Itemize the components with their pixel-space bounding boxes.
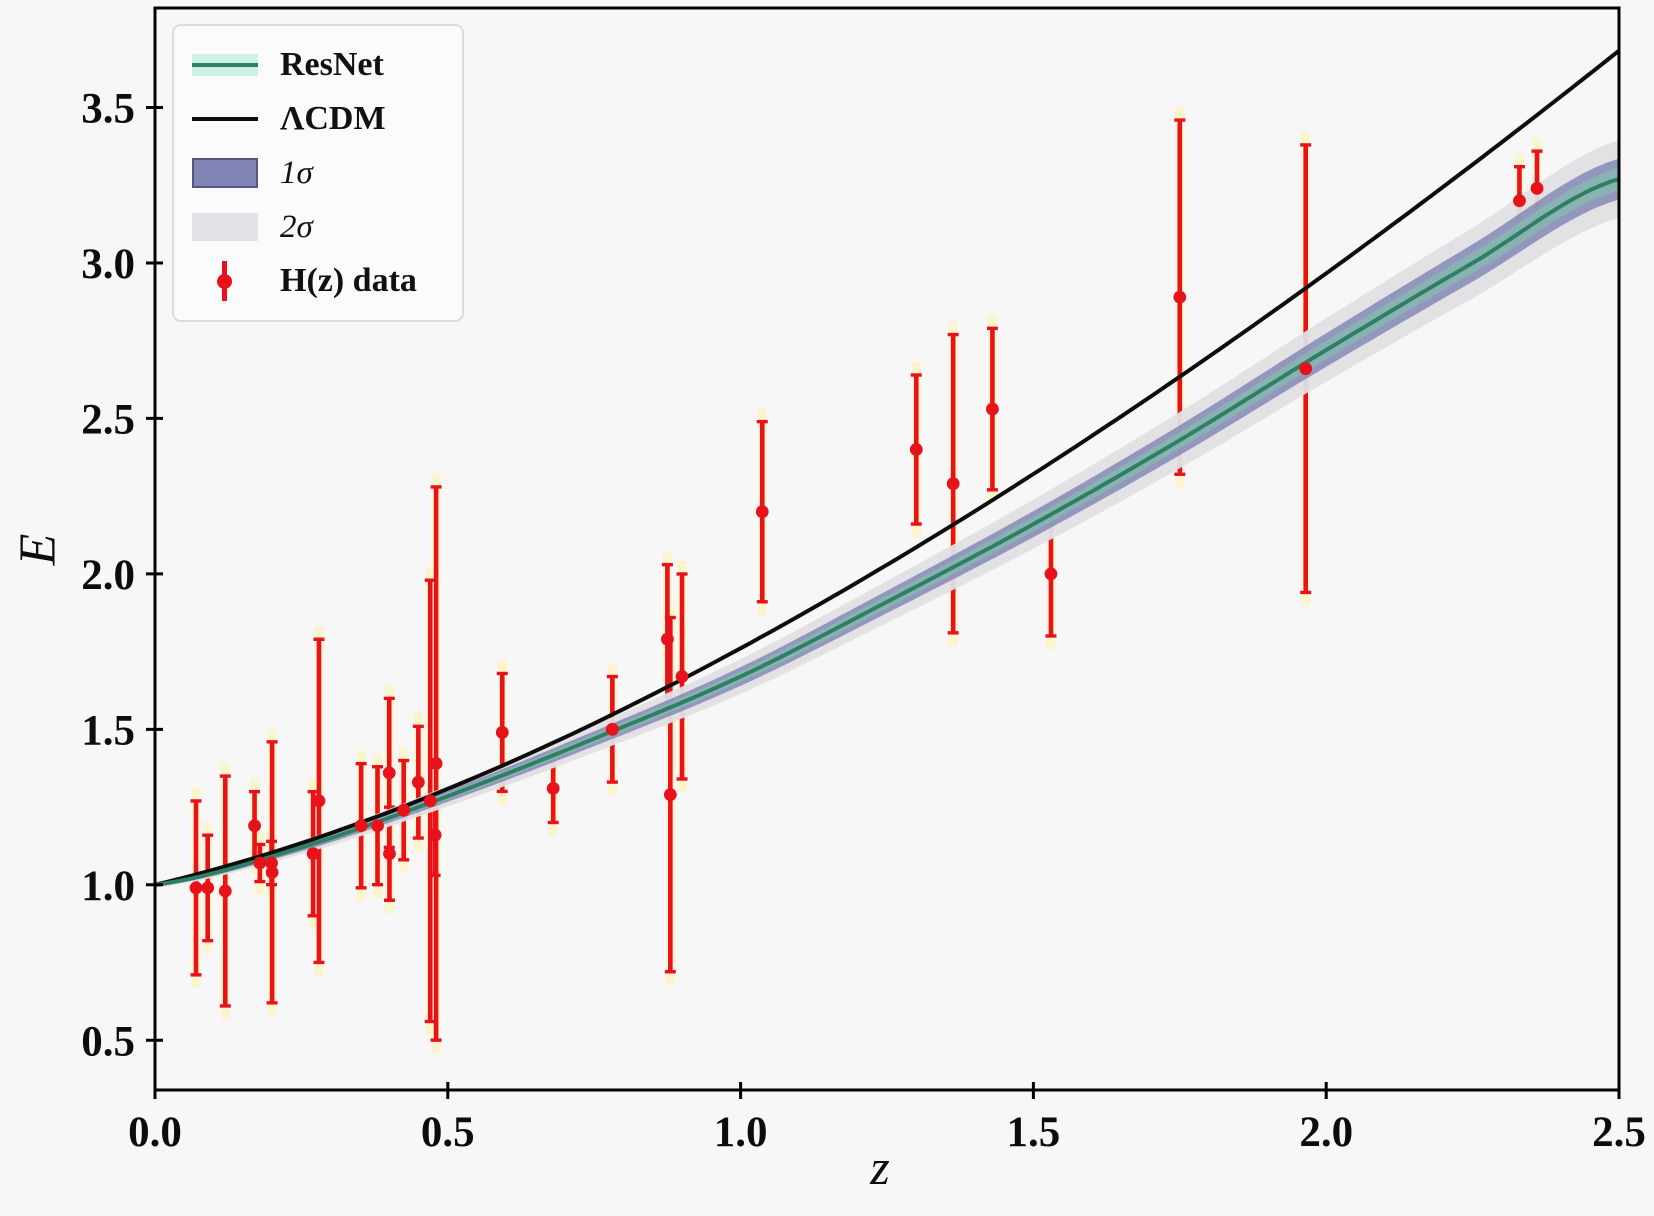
data-point bbox=[371, 819, 384, 833]
data-point bbox=[248, 819, 261, 833]
legend-item-sigma1: 1σ bbox=[192, 146, 462, 200]
data-point bbox=[675, 670, 689, 683]
data-point bbox=[946, 477, 960, 491]
legend-label-hz-data: H(z) data bbox=[280, 262, 417, 299]
data-point bbox=[1530, 181, 1544, 195]
data-point bbox=[546, 782, 560, 795]
data-point bbox=[986, 402, 999, 416]
data-point bbox=[661, 632, 674, 646]
axis-ticks bbox=[146, 105, 1621, 1099]
data-point bbox=[909, 443, 923, 456]
legend-item-lcdm: ΛCDM bbox=[192, 92, 462, 146]
resnet-line-swatch-icon bbox=[192, 45, 262, 85]
data-point bbox=[1299, 362, 1313, 376]
data-point bbox=[755, 505, 769, 519]
legend-label-resnet: ResNet bbox=[280, 46, 384, 83]
x-tick-labels: 0.0 0.5 1.0 1.5 2.0 2.5 bbox=[128, 1109, 1646, 1156]
legend-label-lcdm: ΛCDM bbox=[280, 100, 386, 137]
y-axis-label: E bbox=[9, 533, 67, 566]
y-tick-label: 1.5 bbox=[81, 707, 135, 754]
errorbar-marker-swatch-icon bbox=[192, 261, 262, 301]
legend-item-resnet: ResNet bbox=[192, 38, 462, 92]
legend-item-sigma2: 2σ bbox=[192, 200, 462, 254]
x-axis-label: z bbox=[870, 1139, 890, 1195]
data-point bbox=[265, 865, 279, 879]
legend: ResNet ΛCDM 1σ 2σ H(z) data bbox=[172, 24, 464, 322]
sigma1-band-swatch-icon bbox=[192, 153, 262, 193]
data-point-markers bbox=[189, 181, 1544, 898]
x-tick-label: 2.5 bbox=[1592, 1109, 1646, 1156]
data-point bbox=[495, 726, 509, 739]
data-point bbox=[382, 766, 396, 780]
data-point bbox=[429, 757, 443, 770]
data-point bbox=[354, 819, 368, 833]
legend-item-hz-data: H(z) data bbox=[192, 254, 462, 308]
sigma2-band-swatch-icon bbox=[192, 207, 262, 247]
y-tick-label: 1.0 bbox=[81, 863, 135, 910]
x-tick-label: 1.5 bbox=[1007, 1109, 1061, 1156]
data-point bbox=[265, 856, 278, 870]
y-tick-label: 3.0 bbox=[81, 241, 135, 288]
data-point bbox=[663, 788, 677, 802]
y-tick-label: 2.0 bbox=[81, 552, 135, 599]
data-point bbox=[411, 775, 425, 789]
data-point bbox=[201, 881, 215, 895]
x-tick-label: 1.0 bbox=[714, 1109, 768, 1156]
lcdm-line-swatch-icon bbox=[192, 99, 262, 139]
data-point bbox=[306, 847, 320, 861]
y-tick-label: 2.5 bbox=[81, 396, 135, 443]
y-tick-labels: 0.5 1.0 1.5 2.0 2.5 3.0 3.5 bbox=[81, 85, 135, 1065]
data-point bbox=[423, 794, 437, 808]
data-point bbox=[1044, 567, 1058, 581]
x-tick-label: 0.5 bbox=[421, 1109, 475, 1156]
data-point bbox=[397, 803, 411, 817]
y-tick-label: 3.5 bbox=[81, 85, 135, 132]
data-point bbox=[1173, 290, 1187, 304]
data-point bbox=[605, 722, 619, 736]
x-tick-label: 2.0 bbox=[1299, 1109, 1353, 1156]
data-point bbox=[218, 884, 232, 898]
x-tick-label: 0.0 bbox=[128, 1109, 182, 1156]
plot-border bbox=[153, 6, 1621, 1092]
data-point bbox=[1513, 194, 1526, 208]
legend-label-sigma1: 1σ bbox=[280, 154, 313, 191]
legend-label-sigma2: 2σ bbox=[280, 208, 313, 245]
data-point bbox=[383, 847, 396, 861]
data-point bbox=[312, 794, 326, 808]
data-point bbox=[189, 881, 203, 895]
data-point bbox=[428, 828, 442, 842]
data-point bbox=[253, 856, 267, 870]
y-tick-label: 0.5 bbox=[81, 1018, 135, 1065]
